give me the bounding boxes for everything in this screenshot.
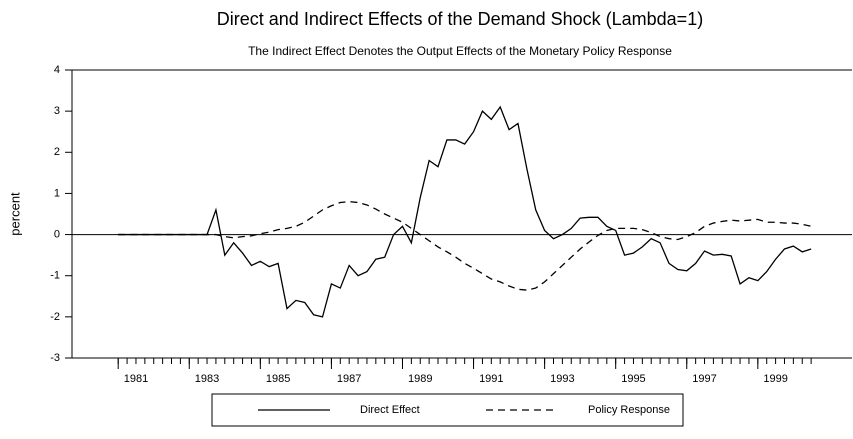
y-tick-label: 3 [54,105,60,117]
x-tick-label: 1999 [763,373,787,385]
y-axis-label: percent [7,192,22,236]
legend-box [211,393,684,427]
x-tick-label: 1989 [408,373,432,385]
x-tick-label: 1997 [692,373,716,385]
x-tick-label: 1987 [337,373,361,385]
x-tick-label: 1991 [479,373,503,385]
x-tick-label: 1995 [621,373,645,385]
legend-label: Direct Effect [360,404,420,416]
y-tick-label: -2 [50,311,60,323]
y-tick-label: 2 [54,146,60,158]
x-tick-label: 1993 [550,373,574,385]
y-tick-label: 4 [54,64,60,76]
y-tick-label: -3 [50,352,60,364]
chart-subtitle: The Indirect Effect Denotes the Output E… [248,44,672,58]
data-line [118,201,812,291]
legend-label: Policy Response [588,404,670,416]
y-tick-label: 0 [54,228,60,240]
x-tick-label: 1983 [195,373,219,385]
data-line [118,105,812,318]
x-tick-label: 1981 [124,373,148,385]
y-tick-label: 1 [54,187,60,199]
chart-title: Direct and Indirect Effects of the Deman… [217,9,703,29]
y-tick-label: -1 [50,270,60,282]
x-tick-label: 1985 [266,373,290,385]
